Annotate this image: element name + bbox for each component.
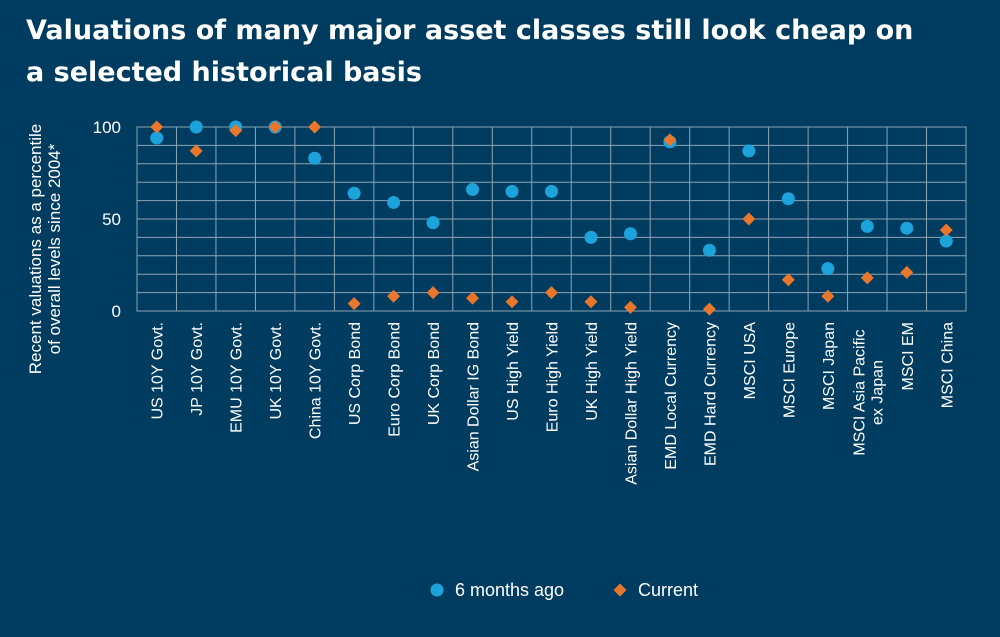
legend-marker-circle: [430, 583, 444, 597]
x-category-label: UK 10Y Govt.: [268, 322, 285, 420]
point-6-months-ago: [860, 219, 874, 233]
point-6-months-ago: [781, 192, 795, 206]
x-category-label: MSCI Japan: [821, 322, 838, 410]
legend-label: Current: [638, 580, 698, 600]
point-6-months-ago: [426, 216, 440, 230]
point-current: [860, 271, 874, 285]
point-current: [821, 289, 835, 303]
data-points: [150, 120, 953, 316]
x-category-label: JP 10Y Govt.: [189, 322, 206, 416]
x-category-label: MSCI Asia Pacificex Japan: [851, 329, 886, 455]
x-category-label: Euro High Yield: [545, 322, 562, 432]
y-axis-label-line: Recent valuations as a percentile: [26, 124, 45, 374]
x-category-label: EMU 10Y Govt.: [229, 322, 246, 433]
x-category-label: MSCI USA: [742, 322, 759, 400]
x-category-label: US Corp Bond: [347, 322, 364, 425]
point-current: [189, 144, 203, 158]
x-category-label: UK High Yield: [584, 322, 601, 421]
point-current: [663, 133, 677, 147]
point-current: [702, 302, 716, 316]
grid: [136, 126, 967, 312]
legend-label: 6 months ago: [455, 580, 564, 600]
x-category-label: China 10Y Govt.: [308, 322, 325, 439]
x-category-label: EMD Local Currency: [663, 322, 680, 470]
point-6-months-ago: [150, 131, 164, 145]
x-axis-categories: US 10Y Govt. JP 10Y Govt. EMU 10Y Govt. UK …: [150, 322, 957, 485]
point-current: [742, 212, 756, 226]
point-current: [229, 124, 243, 138]
x-category-label: MSCI Europe: [781, 322, 798, 418]
point-6-months-ago: [821, 262, 835, 276]
point-current: [426, 286, 440, 300]
y-axis-ticks: 0 50 100: [93, 118, 121, 321]
y-axis-label: Recent valuations as a percentileof over…: [26, 124, 64, 374]
x-category-label: US High Yield: [505, 322, 522, 421]
point-current: [545, 286, 558, 300]
point-6-months-ago: [623, 227, 637, 241]
point-current: [505, 295, 519, 309]
y-tick-label: 100: [93, 118, 121, 137]
x-category-label: MSCI EM: [900, 322, 917, 390]
point-current: [623, 300, 637, 314]
point-6-months-ago: [466, 183, 480, 197]
chart-title: Valuations of many major asset classes s…: [26, 15, 914, 88]
point-6-months-ago: [545, 184, 558, 198]
point-6-months-ago: [939, 234, 953, 248]
legend: 6 months ago Current: [430, 580, 698, 600]
point-6-months-ago: [900, 221, 914, 235]
point-6-months-ago: [347, 186, 361, 200]
y-tick-label: 0: [112, 302, 121, 321]
point-6-months-ago: [308, 151, 322, 165]
point-6-months-ago: [189, 120, 203, 134]
y-tick-label: 50: [102, 210, 121, 229]
point-6-months-ago: [702, 243, 716, 257]
point-6-months-ago: [742, 144, 756, 158]
point-current: [466, 291, 480, 305]
point-current: [268, 120, 282, 134]
x-category-label: Asian Dollar IG Bond: [466, 322, 483, 471]
point-current: [781, 273, 795, 287]
point-current: [584, 295, 598, 309]
point-6-months-ago: [505, 184, 519, 198]
point-6-months-ago: [584, 230, 598, 244]
y-axis-label-line: of overall levels since 2004*: [45, 143, 64, 354]
point-current: [150, 120, 164, 134]
point-current: [308, 120, 322, 134]
point-current: [939, 223, 953, 237]
x-category-label: Euro Corp Bond: [387, 322, 404, 437]
point-6-months-ago: [387, 195, 401, 209]
x-category-label: EMD Hard Currency: [702, 322, 719, 466]
x-category-label: Asian Dollar High Yield: [623, 322, 640, 485]
x-category-label: MSCI China: [939, 322, 956, 408]
point-current: [387, 289, 401, 303]
point-current: [900, 265, 914, 279]
point-current: [347, 297, 361, 311]
legend-marker-diamond: [613, 583, 627, 597]
x-category-label: US 10Y Govt.: [150, 322, 167, 420]
x-category-label: UK Corp Bond: [426, 322, 443, 425]
